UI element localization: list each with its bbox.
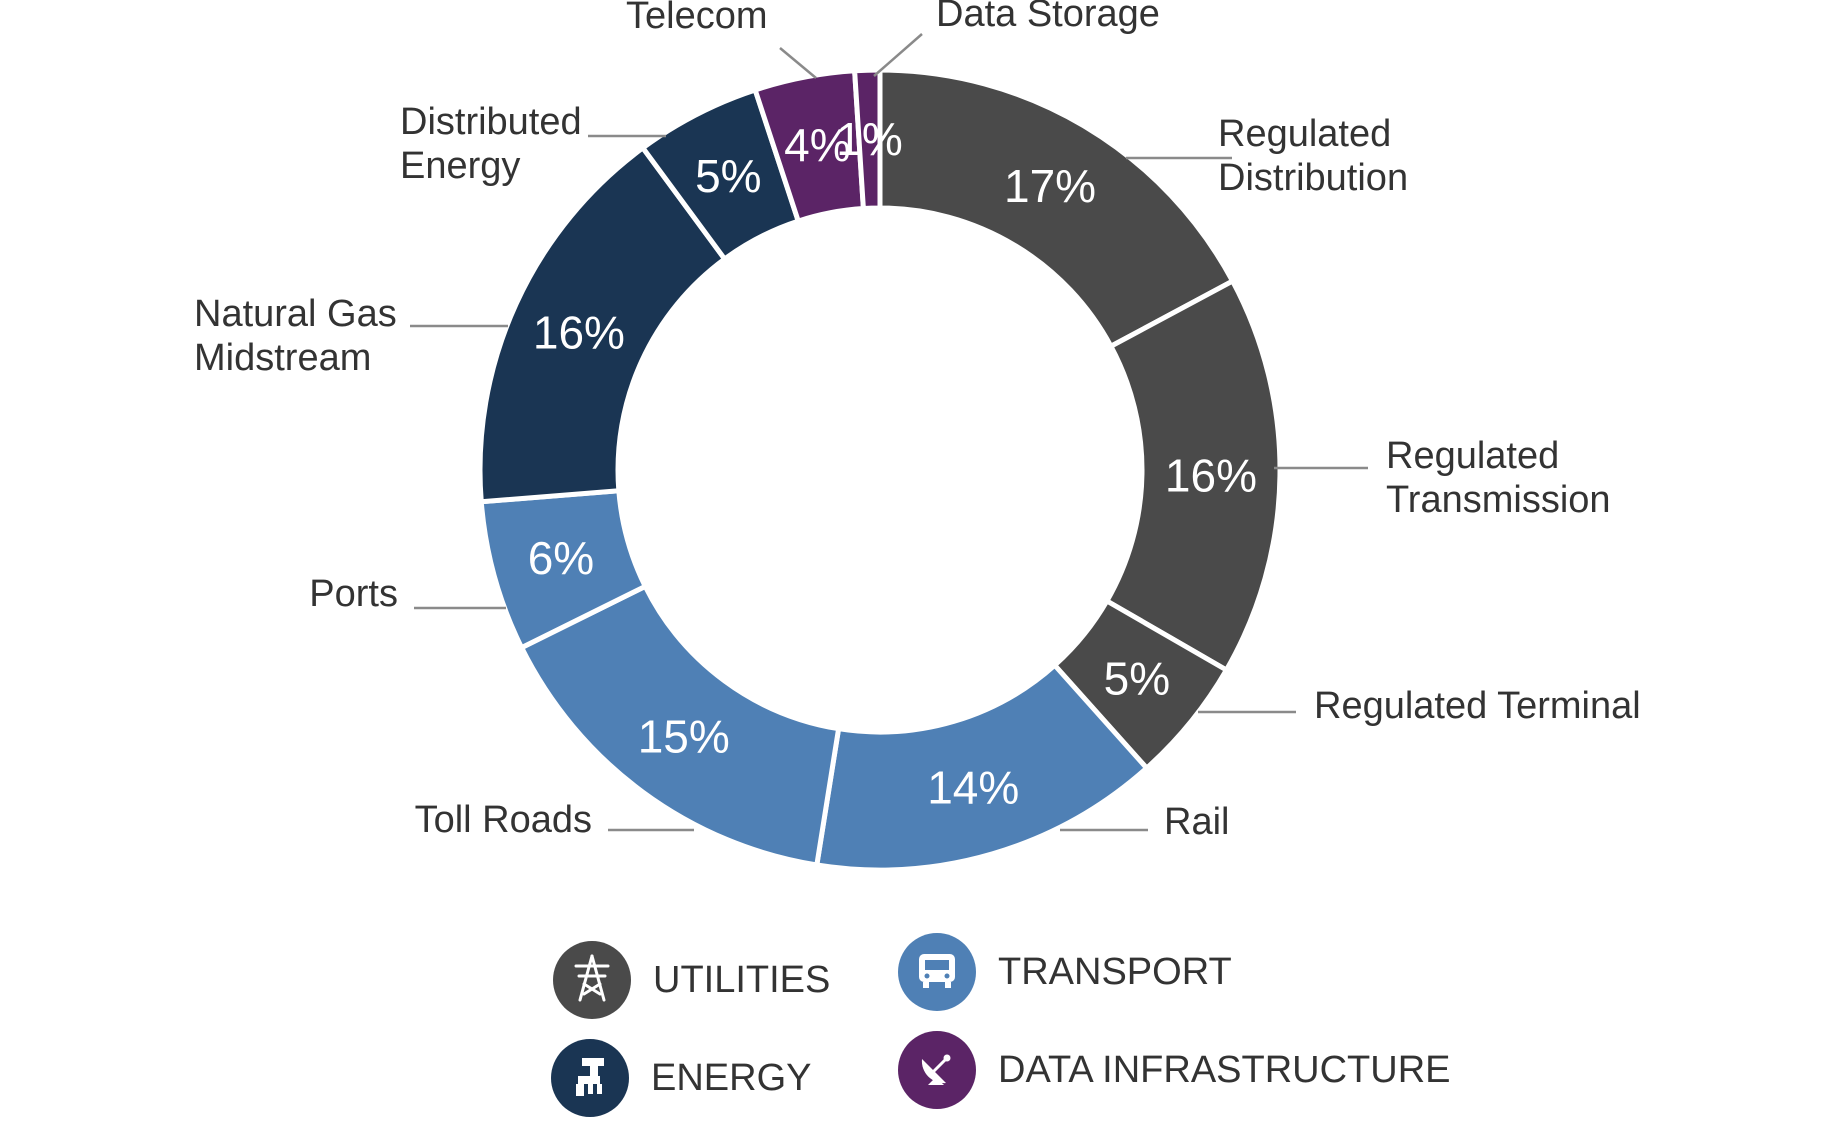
slice-data-storage: [851, 67, 883, 212]
category-label-ports: Ports: [309, 573, 398, 615]
legend-swatch-energy: [551, 1039, 629, 1117]
category-label-toll-roads: Toll Roads: [415, 799, 592, 841]
data-label-telecom: 4%: [784, 119, 850, 171]
data-label-regulated-distribution: 17%: [1004, 160, 1096, 212]
data-label-ports: 6%: [528, 532, 594, 584]
data-label-data-storage: 1%: [836, 113, 902, 165]
data-label-natural-gas-midstream: 16%: [533, 306, 625, 358]
category-label-distributed-energy: Distributed Energy: [400, 101, 582, 187]
legend-item-transport: TRANSPORT: [898, 924, 1232, 1020]
legend-label-data-infrastructure: DATA INFRASTRUCTURE: [998, 1048, 1451, 1091]
legend-label-transport: TRANSPORT: [998, 950, 1232, 993]
slice-natural-gas-midstream: [477, 144, 729, 505]
category-label-natural-gas-midstream: Natural Gas Midstream: [194, 293, 397, 379]
legend-swatch-data: [898, 1031, 976, 1109]
gas-pipeline-icon: [570, 1054, 610, 1103]
leader-line-data-storage: [873, 33, 923, 77]
slice-regulated-transmission: [1103, 277, 1283, 674]
leader-line-telecom: [779, 47, 817, 79]
category-label-telecom: Telecom: [626, 0, 768, 37]
transmission-tower-icon: [570, 952, 614, 1009]
legend-item-energy: ENERGY: [551, 1030, 811, 1126]
category-label-rail: Rail: [1164, 801, 1229, 843]
rail-car-icon: [915, 948, 959, 997]
legend-label-energy: ENERGY: [651, 1056, 812, 1099]
legend-item-data-infrastructure: DATA INFRASTRUCTURE: [898, 1022, 1451, 1118]
data-label-rail: 14%: [927, 762, 1019, 814]
legend-swatch-transport: [898, 933, 976, 1011]
category-label-regulated-terminal: Regulated Terminal: [1314, 685, 1641, 727]
data-label-regulated-terminal: 5%: [1104, 653, 1170, 705]
data-label-distributed-energy: 5%: [695, 150, 761, 202]
legend-item-utilities: UTILITIES: [553, 932, 830, 1028]
category-label-regulated-distribution: Regulated Distribution: [1218, 113, 1408, 199]
category-label-regulated-transmission: Regulated Transmission: [1386, 435, 1611, 521]
data-label-toll-roads: 15%: [638, 711, 730, 763]
legend-swatch-utilities: [553, 941, 631, 1019]
slice-regulated-distribution: [877, 67, 1236, 350]
category-label-data-storage: Data Storage: [936, 0, 1160, 35]
satellite-dish-icon: [914, 1045, 960, 1096]
data-label-regulated-transmission: 16%: [1165, 449, 1257, 501]
legend-label-utilities: UTILITIES: [653, 958, 831, 1001]
